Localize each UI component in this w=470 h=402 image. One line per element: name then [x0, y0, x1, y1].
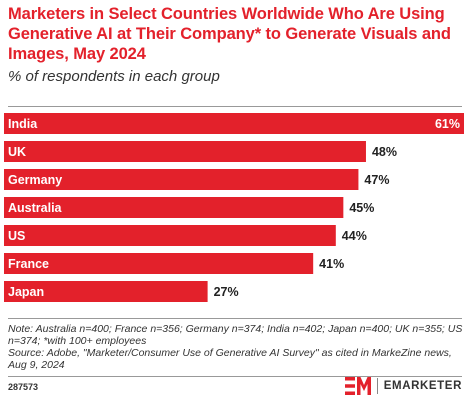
bar-us	[4, 225, 336, 246]
bar-germany	[4, 169, 359, 190]
value-label-uk: 48%	[372, 145, 397, 159]
bar-india	[4, 113, 464, 134]
logo-separator	[376, 378, 378, 394]
value-label-germany: 47%	[364, 173, 389, 187]
bar-australia	[4, 197, 344, 218]
value-label-australia: 45%	[349, 201, 374, 215]
category-label-uk: UK	[8, 145, 26, 159]
bar-chart: India 61% UK 48% Germany 47% Australia 45% US 44%…	[4, 113, 464, 302]
chart-footnote: Note: Australia n=400; France n=356; Ger…	[8, 323, 464, 371]
category-label-france: France	[8, 257, 49, 271]
brand-logo: EMARKETER	[344, 375, 462, 397]
top-divider	[8, 106, 462, 107]
bottom-divider	[8, 318, 462, 319]
bar-uk	[4, 141, 366, 162]
chart-title: Marketers in Select Countries Worldwide …	[8, 5, 451, 63]
emarketer-logo-icon	[344, 377, 371, 395]
bar-japan	[4, 281, 208, 302]
footer-divider	[8, 376, 462, 377]
category-label-germany: Germany	[8, 173, 62, 187]
category-label-india: India	[8, 117, 38, 131]
value-label-india: 61%	[435, 117, 460, 131]
chart-subtitle: % of respondents in each group	[8, 68, 220, 85]
brand-name: EMARKETER	[383, 380, 462, 392]
chart-id: 287573	[8, 382, 39, 392]
value-label-japan: 27%	[214, 285, 239, 299]
category-label-australia: Australia	[8, 201, 63, 215]
value-label-us: 44%	[342, 229, 367, 243]
category-label-japan: Japan	[8, 285, 44, 299]
source-text: Source: Adobe, "Marketer/Consumer Use of…	[8, 347, 452, 371]
note-text: Note: Australia n=400; France n=356; Ger…	[8, 323, 463, 347]
category-label-us: US	[8, 229, 25, 243]
bar-france	[4, 253, 314, 274]
value-label-france: 41%	[319, 257, 344, 271]
